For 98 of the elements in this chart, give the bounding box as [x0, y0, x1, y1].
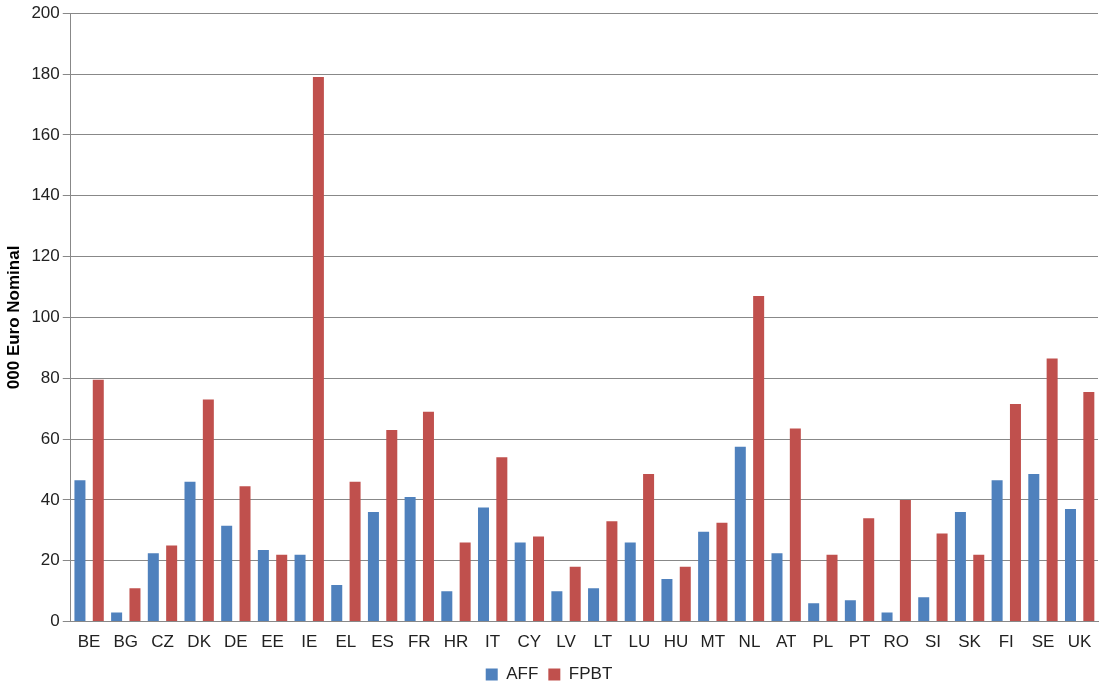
bar	[202, 399, 214, 622]
x-tick-label: BG	[113, 632, 139, 652]
bar	[771, 553, 783, 622]
bar	[936, 533, 948, 622]
bar	[789, 428, 801, 622]
bar	[588, 588, 600, 622]
bar	[166, 545, 178, 622]
y-tick-label: 40	[40, 489, 60, 509]
x-tick-label: FR	[407, 632, 431, 652]
bar	[734, 446, 746, 622]
bar	[624, 542, 636, 622]
bar	[954, 512, 966, 622]
x-tick-label: SI	[924, 632, 941, 652]
bar	[221, 525, 233, 622]
y-axis-title: 000 Euro Nominal	[3, 245, 23, 390]
legend-label: AFF	[506, 664, 539, 684]
bar	[239, 486, 251, 622]
bar	[331, 585, 343, 622]
bar	[367, 512, 379, 622]
bar	[404, 496, 416, 622]
bar	[349, 481, 361, 622]
x-tick-label: PL	[812, 632, 834, 652]
bar	[881, 612, 893, 622]
x-tick-label: IT	[485, 632, 501, 652]
bar	[808, 603, 820, 622]
bar	[899, 499, 911, 622]
bar	[863, 518, 875, 622]
bar	[643, 474, 655, 622]
bar	[441, 591, 453, 622]
bar	[257, 550, 269, 622]
bar	[496, 457, 508, 622]
legend-label: FPBT	[568, 664, 613, 684]
bar	[129, 588, 141, 622]
bar	[753, 296, 765, 622]
x-tick-label: SE	[1031, 632, 1055, 652]
bar	[991, 480, 1003, 622]
bar	[184, 481, 196, 622]
bar	[551, 591, 563, 622]
x-tick-label: IE	[301, 632, 318, 652]
bar	[1083, 391, 1095, 622]
bar	[386, 429, 398, 622]
bar	[698, 531, 710, 622]
bar	[1046, 358, 1058, 622]
bar	[533, 536, 545, 622]
bar	[422, 411, 434, 622]
y-tick-label: 100	[31, 307, 60, 327]
x-tick-label: BE	[77, 632, 101, 652]
x-tick-label: FI	[998, 632, 1014, 652]
bar	[111, 612, 123, 622]
y-tick-label: 200	[31, 2, 60, 22]
y-tick-label: 180	[31, 63, 60, 83]
bar	[569, 566, 581, 622]
bar	[1064, 509, 1076, 622]
bar	[312, 77, 324, 622]
y-tick-label: 0	[50, 611, 60, 631]
bar	[1028, 474, 1040, 622]
x-tick-label: AT	[775, 632, 797, 652]
bar	[294, 554, 306, 622]
bar	[1009, 404, 1021, 622]
x-tick-label: LT	[593, 632, 613, 652]
x-tick-label: SK	[958, 632, 982, 652]
y-tick-label: 20	[40, 550, 60, 570]
bar	[459, 542, 471, 622]
x-tick-label: MT	[700, 632, 726, 652]
x-tick-label: LV	[556, 632, 577, 652]
y-tick-label: 80	[40, 367, 60, 387]
x-tick-label: EE	[261, 632, 284, 652]
y-tick-label: 160	[31, 124, 60, 144]
bar	[74, 480, 86, 622]
bar	[606, 521, 618, 622]
bar	[679, 566, 691, 622]
y-tick-label: 60	[40, 428, 60, 448]
x-tick-label: DE	[224, 632, 248, 652]
x-tick-label: CY	[517, 632, 542, 652]
bar	[276, 554, 288, 622]
bar	[844, 600, 856, 622]
x-tick-label: PT	[848, 632, 871, 652]
x-tick-label: ES	[371, 632, 394, 652]
x-tick-label: NL	[738, 632, 761, 652]
x-tick-label: HU	[663, 632, 689, 652]
bar	[918, 597, 930, 622]
bar	[92, 379, 104, 622]
bar	[716, 522, 728, 622]
x-tick-label: EL	[335, 632, 357, 652]
bar	[477, 507, 489, 622]
x-tick-label: RO	[883, 632, 909, 652]
bar	[514, 542, 526, 622]
x-tick-label: DK	[187, 632, 212, 652]
x-tick-label: CZ	[151, 632, 174, 652]
bar	[147, 553, 159, 622]
bar	[826, 554, 838, 622]
x-tick-label: UK	[1067, 632, 1093, 652]
x-tick-label: LU	[628, 632, 651, 652]
y-tick-label: 140	[31, 185, 60, 205]
bar	[661, 579, 673, 622]
x-tick-label: HR	[443, 632, 469, 652]
bar	[973, 554, 985, 622]
y-tick-label: 120	[31, 246, 60, 266]
